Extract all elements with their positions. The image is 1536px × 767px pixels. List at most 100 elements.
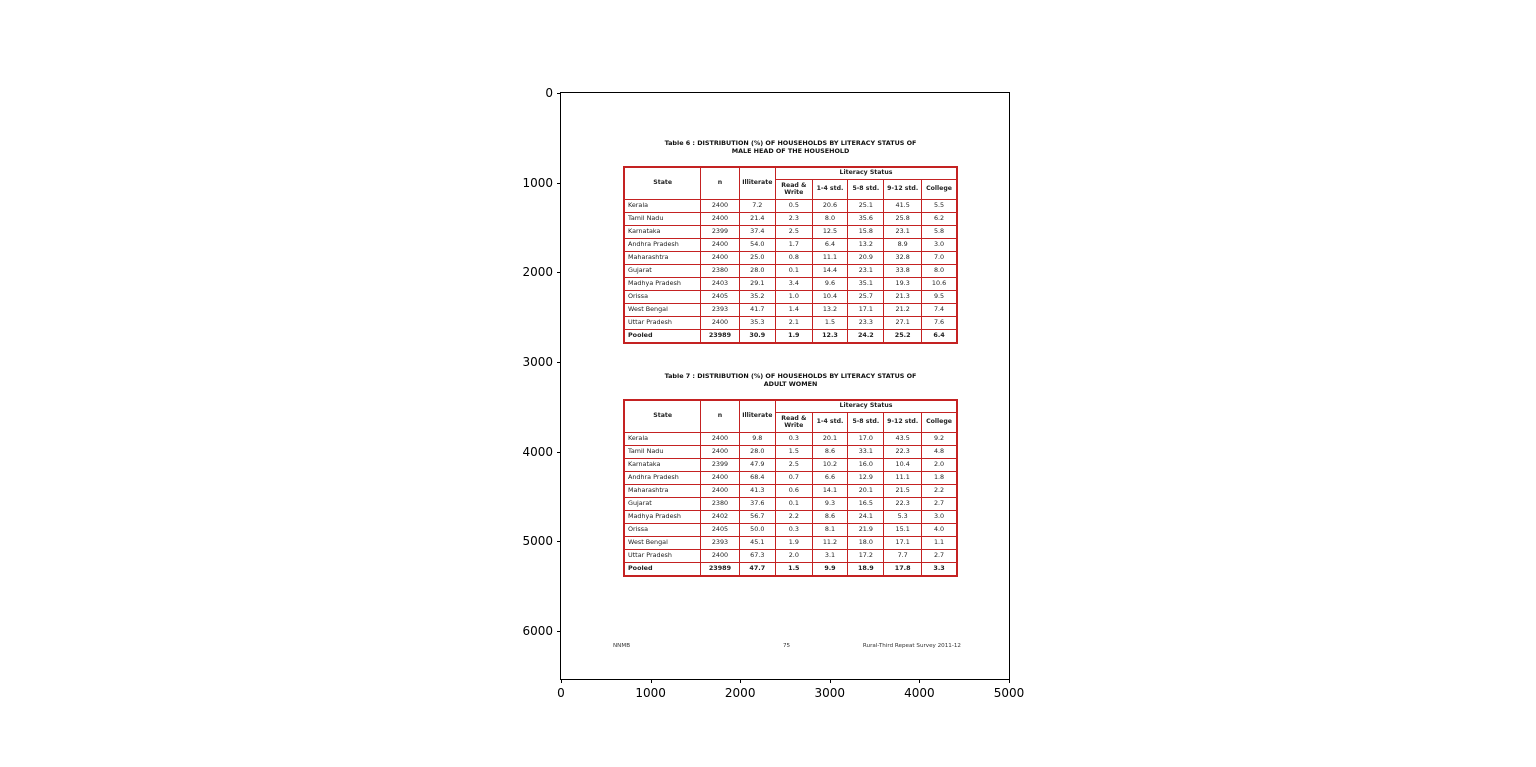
value-cell: 2399 — [700, 458, 740, 472]
value-cell: 8.0 — [811, 212, 849, 226]
value-cell: 9.6 — [811, 277, 849, 291]
value-cell: 2400 — [700, 484, 740, 498]
x-tick-mark — [829, 679, 831, 683]
table-title-line2: ADULT WOMEN — [763, 380, 818, 388]
value-cell: 2402 — [700, 510, 740, 524]
value-cell: 1.8 — [921, 471, 957, 485]
value-cell: 14.4 — [811, 264, 849, 278]
value-cell: 2400 — [700, 445, 740, 459]
value-cell: 19.3 — [883, 277, 923, 291]
y-tick-label: 3000 — [522, 355, 553, 369]
column-header: Illiterate — [738, 400, 777, 433]
y-tick-label: 0 — [545, 86, 553, 100]
value-cell: 27.1 — [883, 316, 923, 330]
column-header: 1-4 std. — [811, 179, 849, 200]
column-header: 5-8 std. — [847, 412, 885, 433]
value-cell: 7.4 — [921, 303, 957, 317]
value-cell: 6.6 — [811, 471, 849, 485]
value-cell: 20.9 — [847, 251, 885, 265]
value-cell: 2400 — [700, 549, 740, 563]
table-6: State n Illiterate Literacy Status Read & Wr… — [623, 166, 958, 344]
value-cell: 16.0 — [847, 458, 885, 472]
table-title-line1: Table 6 : DISTRIBUTION (%) OF HOUSEHOLDS… — [664, 139, 917, 147]
column-header: n — [700, 167, 740, 200]
value-cell: 2405 — [700, 523, 740, 537]
value-cell: 1.9 — [775, 329, 813, 343]
table-row: Pooled 23989 47.7 1.5 9.9 18.9 17.8 3.3 — [623, 562, 957, 576]
value-cell: 3.1 — [811, 549, 849, 563]
value-cell: 9.5 — [921, 290, 957, 304]
value-cell: 3.0 — [921, 238, 957, 252]
value-cell: 35.3 — [738, 316, 777, 330]
value-cell: 50.0 — [738, 523, 777, 537]
state-cell: Maharashtra — [623, 484, 702, 498]
value-cell: 23.1 — [883, 225, 923, 239]
value-cell: 20.1 — [811, 432, 849, 446]
value-cell: 25.2 — [883, 329, 923, 343]
value-cell: 2.5 — [775, 458, 813, 472]
value-cell: 23989 — [700, 562, 740, 576]
state-cell: Uttar Pradesh — [623, 316, 702, 330]
state-cell: Maharashtra — [623, 251, 702, 265]
value-cell: 13.2 — [847, 238, 885, 252]
column-header: n — [700, 400, 740, 433]
value-cell: 2400 — [700, 212, 740, 226]
value-cell: 54.0 — [738, 238, 777, 252]
state-cell: Pooled — [623, 562, 702, 576]
table-row: Tamil Nadu 2400 28.0 1.5 8.6 33.1 22.3 4.8 — [623, 445, 957, 459]
state-cell: West Bengal — [623, 536, 702, 550]
value-cell: 0.8 — [775, 251, 813, 265]
x-tick-label: 4000 — [904, 686, 935, 700]
x-tick-label: 3000 — [814, 686, 846, 700]
x-tick-mark — [650, 679, 652, 683]
state-cell: Uttar Pradesh — [623, 549, 702, 563]
value-cell: 14.1 — [811, 484, 849, 498]
value-cell: 0.6 — [775, 484, 813, 498]
table-row: Gujarat 2380 28.0 0.1 14.4 23.1 33.8 8.0 — [623, 264, 957, 278]
value-cell: 3.3 — [921, 562, 957, 576]
x-tick-label: 0 — [557, 686, 565, 700]
value-cell: 11.2 — [811, 536, 849, 550]
table-row: Karnataka 2399 47.9 2.5 10.2 16.0 10.4 2.0 — [623, 458, 957, 472]
table-row: Pooled 23989 30.9 1.9 12.3 24.2 25.2 6.4 — [623, 329, 957, 343]
value-cell: 1.7 — [775, 238, 813, 252]
page-footer: NNMB 75 Rural-Third Repeat Survey 2011-1… — [611, 643, 961, 653]
value-cell: 2.7 — [921, 497, 957, 511]
value-cell: 8.1 — [811, 523, 849, 537]
value-cell: 8.9 — [883, 238, 923, 252]
value-cell: 43.5 — [883, 432, 923, 446]
value-cell: 10.4 — [811, 290, 849, 304]
state-cell: Orissa — [623, 523, 702, 537]
value-cell: 2.2 — [775, 510, 813, 524]
column-header: 9-12 std. — [883, 179, 923, 200]
value-cell: 0.3 — [775, 432, 813, 446]
column-header: Illiterate — [738, 167, 777, 200]
column-header: 9-12 std. — [883, 412, 923, 433]
table-row: Maharashtra 2400 25.0 0.8 11.1 20.9 32.8 7.0 — [623, 251, 957, 265]
value-cell: 2403 — [700, 277, 740, 291]
value-cell: 2380 — [700, 497, 740, 511]
value-cell: 0.5 — [775, 199, 813, 213]
value-cell: 8.6 — [811, 445, 849, 459]
table-row: Maharashtra 2400 41.3 0.6 14.1 20.1 21.5 2.2 — [623, 484, 957, 498]
value-cell: 21.4 — [738, 212, 777, 226]
state-cell: West Bengal — [623, 303, 702, 317]
value-cell: 25.0 — [738, 251, 777, 265]
value-cell: 21.2 — [883, 303, 923, 317]
value-cell: 2.0 — [775, 549, 813, 563]
value-cell: 2.0 — [921, 458, 957, 472]
value-cell: 0.3 — [775, 523, 813, 537]
value-cell: 37.6 — [738, 497, 777, 511]
x-tick-mark — [561, 679, 562, 683]
state-cell: Tamil Nadu — [623, 445, 702, 459]
value-cell: 41.3 — [738, 484, 777, 498]
value-cell: 2400 — [700, 199, 740, 213]
footer-page-number: 75 — [783, 643, 791, 649]
x-tick-label: 2000 — [724, 686, 756, 700]
value-cell: 15.1 — [883, 523, 923, 537]
y-tick-label: 6000 — [522, 624, 553, 639]
table-row: Uttar Pradesh 2400 67.3 2.0 3.1 17.2 7.7 2.7 — [623, 549, 957, 563]
value-cell: 1.5 — [775, 562, 813, 576]
value-cell: 17.8 — [883, 562, 923, 576]
table-6-title: Table 6 : DISTRIBUTION (%) OF HOUSEHOLDS… — [623, 139, 958, 155]
